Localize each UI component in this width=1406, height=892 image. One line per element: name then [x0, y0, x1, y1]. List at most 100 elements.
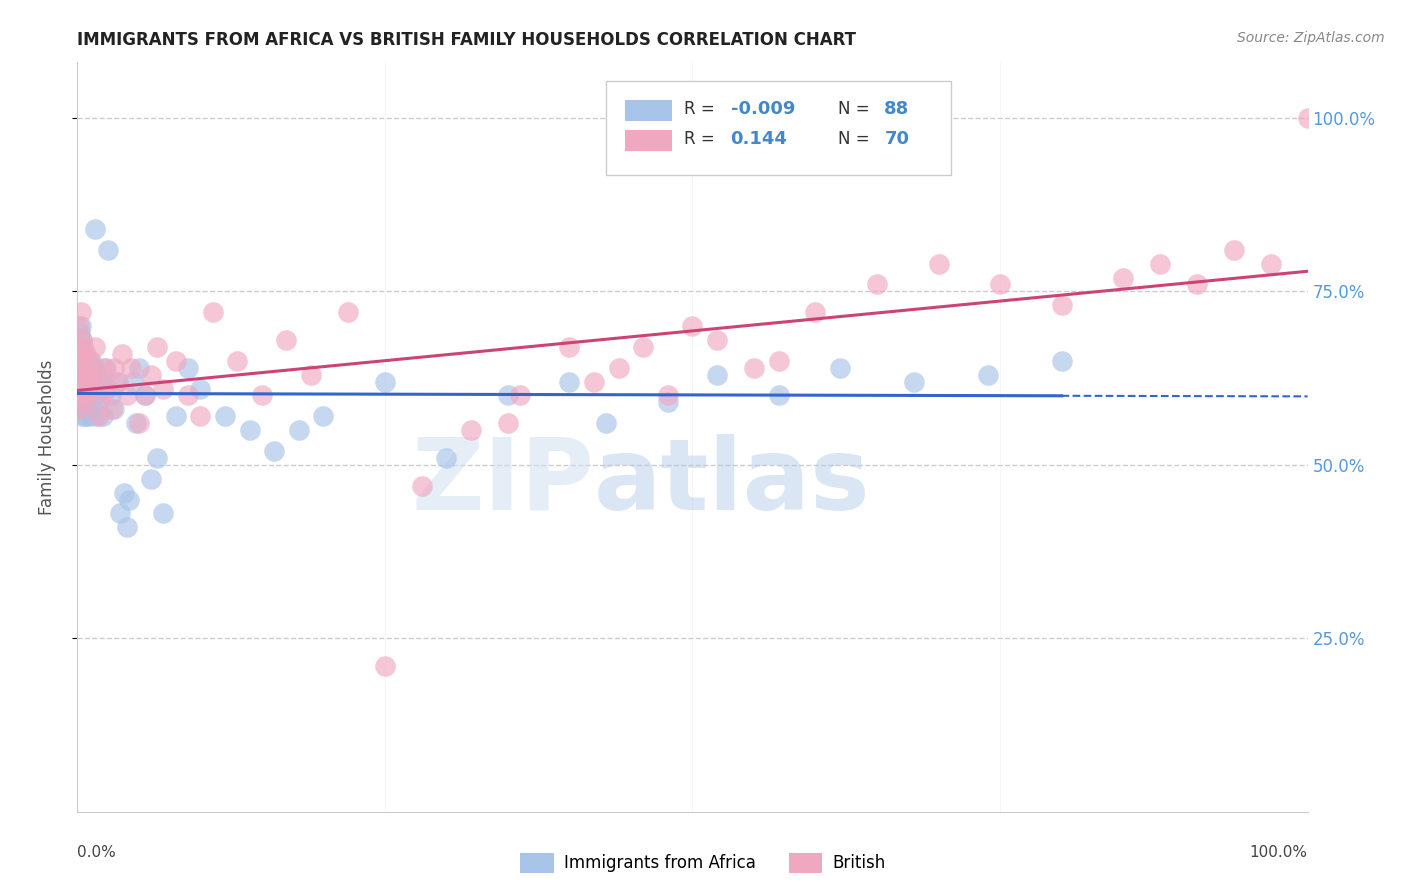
Point	[79, 402, 101, 417]
Point	[288, 423, 311, 437]
Point	[299, 368, 322, 382]
Text: IMMIGRANTS FROM AFRICA VS BRITISH FAMILY HOUSEHOLDS CORRELATION CHART: IMMIGRANTS FROM AFRICA VS BRITISH FAMILY…	[77, 31, 856, 49]
Point	[73, 382, 96, 396]
Point	[374, 375, 396, 389]
Point	[988, 277, 1011, 292]
Point	[134, 388, 156, 402]
Point	[742, 360, 765, 375]
Point	[69, 353, 91, 368]
Point	[69, 402, 91, 417]
Point	[67, 360, 90, 375]
Point	[607, 360, 630, 375]
Point	[84, 388, 107, 402]
Point	[70, 375, 93, 389]
Point	[69, 368, 91, 382]
Point	[110, 507, 132, 521]
Point	[706, 368, 728, 382]
Point	[1185, 277, 1208, 292]
Text: Source: ZipAtlas.com: Source: ZipAtlas.com	[1237, 31, 1385, 45]
Point	[657, 388, 679, 402]
Point	[70, 368, 93, 382]
Point	[118, 492, 141, 507]
Point	[977, 368, 1000, 382]
Point	[91, 409, 114, 424]
Point	[86, 409, 108, 424]
Point	[76, 388, 98, 402]
Point	[75, 353, 97, 368]
Text: 0.0%: 0.0%	[77, 846, 117, 861]
Point	[374, 659, 396, 673]
Point	[866, 277, 889, 292]
Text: R =: R =	[683, 100, 720, 118]
Point	[70, 388, 93, 402]
Point	[1112, 270, 1135, 285]
Point	[558, 375, 581, 389]
Point	[1260, 257, 1282, 271]
Point	[72, 375, 94, 389]
Point	[250, 388, 273, 402]
Point	[79, 382, 101, 396]
Point	[583, 375, 606, 389]
Point	[128, 360, 150, 375]
Point	[79, 353, 101, 368]
Point	[72, 382, 94, 396]
Text: ZIP: ZIP	[411, 434, 595, 531]
Point	[75, 402, 97, 417]
Point	[75, 347, 97, 361]
Point	[75, 382, 97, 396]
Point	[67, 382, 90, 396]
Text: N =: N =	[838, 100, 875, 118]
Text: N =: N =	[838, 130, 875, 148]
Point	[77, 368, 100, 382]
Point	[100, 388, 122, 402]
Point	[86, 382, 108, 396]
Point	[73, 409, 96, 424]
Point	[93, 360, 115, 375]
Point	[633, 340, 655, 354]
Point	[188, 382, 212, 396]
FancyBboxPatch shape	[624, 130, 672, 151]
Point	[496, 416, 519, 430]
Point	[82, 375, 104, 389]
Point	[70, 333, 93, 347]
Point	[125, 416, 148, 430]
Point	[72, 368, 94, 382]
Point	[1296, 111, 1319, 125]
Point	[105, 375, 128, 389]
Point	[165, 353, 187, 368]
Point	[1050, 353, 1073, 368]
Point	[214, 409, 236, 424]
Point	[830, 360, 852, 375]
Point	[121, 375, 143, 389]
Point	[67, 319, 90, 334]
Point	[75, 375, 97, 389]
Point	[73, 388, 96, 402]
Point	[97, 382, 120, 396]
Point	[112, 485, 135, 500]
Text: -0.009: -0.009	[731, 100, 794, 118]
Point	[141, 472, 163, 486]
Text: 70: 70	[884, 130, 910, 148]
Point	[77, 360, 100, 375]
Point	[70, 360, 93, 375]
Point	[337, 305, 360, 319]
Point	[70, 353, 93, 368]
Point	[226, 353, 249, 368]
Point	[146, 340, 169, 354]
Point	[97, 243, 120, 257]
Point	[103, 360, 125, 375]
Point	[82, 382, 104, 396]
Point	[79, 388, 101, 402]
Point	[496, 388, 519, 402]
Text: 100.0%: 100.0%	[1250, 846, 1308, 861]
Point	[152, 507, 174, 521]
Point	[86, 368, 108, 382]
Point	[76, 388, 98, 402]
Point	[657, 395, 679, 409]
Point	[115, 520, 138, 534]
Point	[165, 409, 187, 424]
Point	[595, 416, 617, 430]
Point	[115, 388, 138, 402]
Point	[141, 368, 163, 382]
Point	[67, 368, 90, 382]
